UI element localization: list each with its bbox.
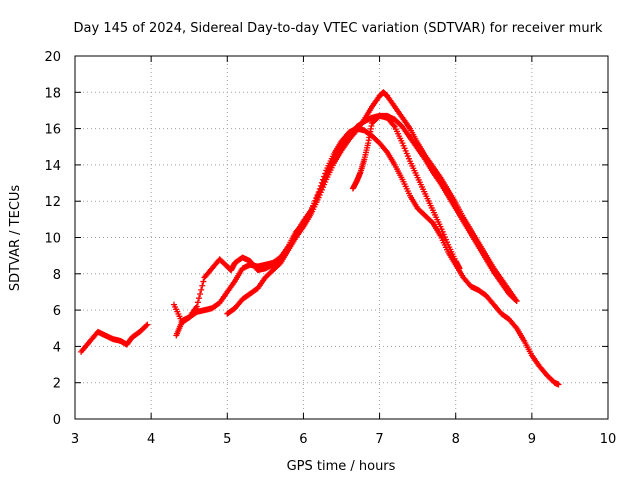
y-tick-label: 2	[53, 377, 61, 392]
y-tick-label: 4	[53, 340, 61, 355]
x-tick-label: 10	[600, 432, 617, 447]
y-tick-label: 18	[44, 86, 61, 101]
data-point-markers	[78, 321, 151, 355]
x-axis-label: GPS time / hours	[287, 459, 396, 474]
y-tick-label: 8	[53, 268, 61, 283]
x-tick-label: 7	[375, 432, 383, 447]
series-trace-c	[224, 89, 520, 317]
chart-title: Day 145 of 2024, Sidereal Day-to-day VTE…	[74, 21, 603, 36]
y-axis-label: SDTVAR / TECUs	[8, 185, 23, 292]
x-tick-label: 3	[71, 432, 79, 447]
tick-labels: 3 4 5 6 7 8 9 10 0 2 4 6 8 10 12 14 16 18 20	[44, 50, 616, 447]
x-tick-label: 6	[299, 432, 307, 447]
y-tick-label: 6	[53, 304, 61, 319]
y-tick-label: 12	[44, 195, 61, 210]
x-tick-label: 5	[223, 432, 231, 447]
x-tick-label: 9	[528, 432, 536, 447]
x-tick-label: 4	[147, 432, 155, 447]
tick-marks	[74, 55, 609, 420]
series-trace-d	[349, 112, 463, 272]
data-points	[78, 89, 562, 388]
y-tick-label: 16	[44, 123, 61, 138]
x-tick-label: 8	[452, 432, 460, 447]
y-tick-label: 10	[44, 232, 61, 247]
data-point-markers	[224, 89, 520, 317]
y-tick-label: 14	[44, 159, 61, 174]
data-point-markers	[349, 112, 463, 272]
y-tick-label: 20	[44, 50, 61, 65]
y-tick-label: 0	[53, 413, 61, 428]
series-early-segment	[78, 321, 151, 355]
